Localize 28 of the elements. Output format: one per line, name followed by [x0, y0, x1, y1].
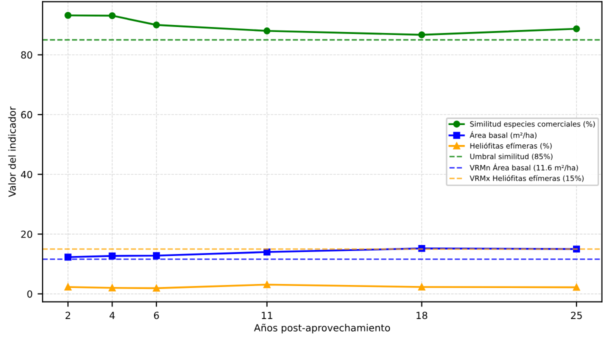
point [108, 252, 116, 260]
point [64, 284, 72, 290]
y-tick-label: 60 [21, 111, 32, 118]
x-tick-label: 2 [66, 312, 70, 319]
point [152, 252, 160, 260]
y-tick-label: 20 [21, 230, 32, 238]
point [263, 281, 270, 288]
point [152, 21, 160, 28]
point [64, 12, 72, 19]
y-axis-title: Valor del indicador [8, 106, 16, 198]
x-tick-label: 18 [416, 312, 428, 320]
y-tick-label: 80 [21, 51, 32, 59]
point [108, 12, 116, 20]
x-tick-label: 11 [262, 312, 272, 319]
point [418, 31, 426, 38]
y-tick-label: 40 [20, 170, 32, 178]
point [263, 27, 270, 34]
x-tick-label: 4 [110, 312, 115, 319]
point [152, 284, 160, 292]
point [418, 284, 426, 290]
point [263, 248, 270, 256]
x-axis-title: Años post-aprovechamiento [254, 324, 390, 334]
point [573, 25, 580, 32]
point [108, 284, 116, 292]
x-tick-label: 6 [154, 312, 159, 320]
x-tick-label: 25 [571, 312, 582, 320]
y-tick-label: 0 [27, 290, 32, 298]
point [573, 284, 580, 291]
